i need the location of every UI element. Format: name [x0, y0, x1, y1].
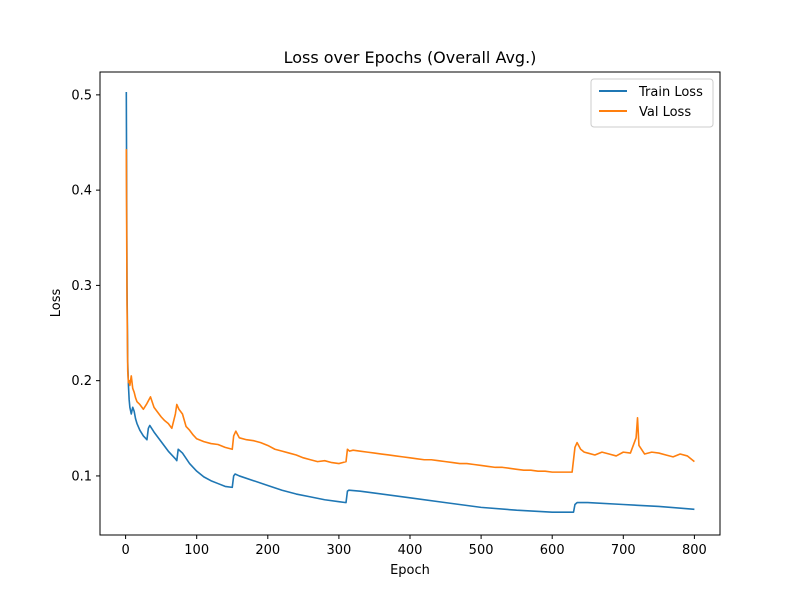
x-tick-label: 600 — [540, 543, 565, 558]
legend-label-train-loss: Train Loss — [638, 85, 703, 100]
y-tick-label: 0.2 — [71, 374, 92, 389]
y-tick-label: 0.5 — [71, 88, 92, 103]
y-axis-label: Loss — [49, 289, 64, 318]
y-tick-label: 0.1 — [71, 469, 92, 484]
chart-title: Loss over Epochs (Overall Avg.) — [284, 48, 537, 67]
x-tick-label: 0 — [121, 543, 129, 558]
y-tick-label: 0.4 — [71, 184, 92, 199]
x-tick-label: 700 — [611, 543, 636, 558]
x-tick-label: 300 — [326, 543, 351, 558]
series-line-train-loss — [125, 92, 695, 513]
x-tick-label: 200 — [255, 543, 280, 558]
x-axis-label: Epoch — [390, 563, 430, 578]
x-tick-label: 500 — [469, 543, 494, 558]
y-axis: 0.1 0.2 0.3 0.4 0.5 — [71, 88, 100, 484]
x-axis: 0 100 200 300 400 500 600 700 800 — [121, 535, 707, 558]
plot-area — [100, 72, 720, 535]
x-tick-label: 400 — [398, 543, 423, 558]
x-tick-label: 100 — [184, 543, 209, 558]
legend: Train Loss Val Loss — [590, 78, 714, 128]
y-tick-label: 0.3 — [71, 279, 92, 294]
x-tick-label: 800 — [682, 543, 707, 558]
series-line-val-loss — [125, 149, 695, 473]
series-layer — [125, 92, 695, 513]
legend-label-val-loss: Val Loss — [639, 105, 691, 120]
